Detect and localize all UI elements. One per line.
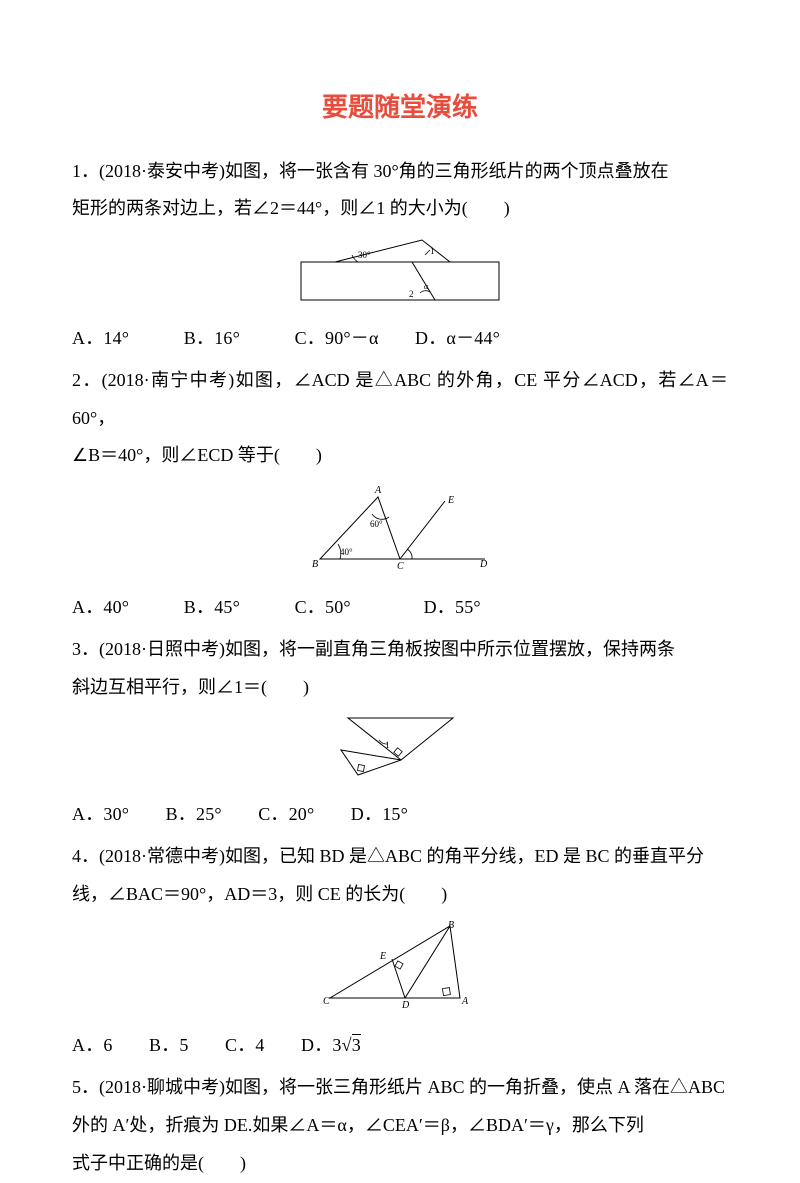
svg-text:C: C bbox=[323, 996, 330, 1007]
problem-5: 5．(2018·聊城中考)如图，将一张三角形纸片 ABC 的一角折叠，使点 A … bbox=[72, 1069, 728, 1182]
problem-4-options: A．6 B．5 C．4 D．3√3 bbox=[72, 1027, 728, 1065]
svg-text:1: 1 bbox=[385, 740, 390, 750]
p3-num: 3 bbox=[72, 639, 81, 659]
problem-5-text: 5．(2018·聊城中考)如图，将一张三角形纸片 ABC 的一角折叠，使点 A … bbox=[72, 1069, 728, 1107]
svg-text:E: E bbox=[447, 495, 454, 506]
svg-text:A: A bbox=[374, 485, 382, 496]
problem-2-diagram: A B C D E 60° 40° bbox=[300, 479, 500, 585]
p1-num: 1 bbox=[72, 161, 81, 181]
p3-t1: 如图，将一副直角三角板按图中所示位置摆放，保持两条 bbox=[225, 639, 675, 659]
problem-1-text: 1．(2018·泰安中考)如图，将一张含有 30°角的三角形纸片的两个顶点叠放在 bbox=[72, 153, 728, 191]
problem-2: 2．(2018·南宁中考)如图，∠ACD 是△ABC 的外角，CE 平分∠ACD… bbox=[72, 362, 728, 627]
svg-text:B: B bbox=[448, 920, 454, 931]
problem-3-diagram: 1 bbox=[333, 710, 468, 792]
svg-text:B: B bbox=[312, 559, 318, 570]
p2-num: 2 bbox=[72, 370, 81, 390]
p5-num: 5 bbox=[72, 1077, 81, 1097]
p1-t1: 如图，将一张含有 30°角的三角形纸片的两个顶点叠放在 bbox=[225, 161, 669, 181]
p3-source: (2018·日照中考) bbox=[99, 639, 225, 659]
problem-3-options: A．30° B．25° C．20° D．15° bbox=[72, 796, 728, 834]
svg-text:D: D bbox=[401, 1000, 410, 1010]
problem-1: 1．(2018·泰安中考)如图，将一张含有 30°角的三角形纸片的两个顶点叠放在… bbox=[72, 153, 728, 358]
problem-4-text2: 线，∠BAC＝90°，AD＝3，则 CE 的长为( ) bbox=[72, 876, 728, 914]
p2-source: (2018·南宁中考) bbox=[102, 370, 235, 390]
p5-t1: 如图，将一张三角形纸片 ABC 的一角折叠，使点 A 落在△ABC bbox=[225, 1077, 725, 1097]
svg-text:E: E bbox=[379, 951, 386, 962]
svg-text:1: 1 bbox=[430, 246, 435, 256]
p4-num: 4 bbox=[72, 846, 81, 866]
svg-text:D: D bbox=[479, 559, 488, 570]
problem-1-options: A．14° B．16° C．90°－α D．α－44° bbox=[72, 320, 728, 358]
p4-source: (2018·常德中考) bbox=[99, 846, 225, 866]
problem-5-text3: 式子中正确的是( ) bbox=[72, 1145, 728, 1183]
svg-text:30°: 30° bbox=[358, 250, 371, 260]
svg-text:2: 2 bbox=[409, 289, 414, 299]
p1-source: (2018·泰安中考) bbox=[99, 161, 225, 181]
p5-source: (2018·聊城中考) bbox=[99, 1077, 225, 1097]
problem-5-text2: 外的 A′处，折痕为 DE.如果∠A＝α，∠CEA′＝β，∠BDA′＝γ，那么下… bbox=[72, 1107, 728, 1145]
svg-text:60°: 60° bbox=[370, 519, 383, 529]
problem-2-text2: ∠B＝40°，则∠ECD 等于( ) bbox=[72, 437, 728, 475]
problem-3: 3．(2018·日照中考)如图，将一副直角三角板按图中所示位置摆放，保持两条 斜… bbox=[72, 631, 728, 834]
problem-2-options: A．40° B．45° C．50° D．55° bbox=[72, 589, 728, 627]
svg-text:A: A bbox=[461, 996, 469, 1007]
p4-t1: 如图，已知 BD 是△ABC 的角平分线，ED 是 BC 的垂直平分 bbox=[225, 846, 704, 866]
problem-4-diagram: B C A D E bbox=[320, 918, 480, 1024]
problem-2-text: 2．(2018·南宁中考)如图，∠ACD 是△ABC 的外角，CE 平分∠ACD… bbox=[72, 362, 728, 438]
problem-1-diagram: 30° 1 2 α bbox=[300, 232, 500, 316]
svg-text:C: C bbox=[397, 561, 404, 571]
problem-4-text: 4．(2018·常德中考)如图，已知 BD 是△ABC 的角平分线，ED 是 B… bbox=[72, 838, 728, 876]
problem-3-text2: 斜边互相平行，则∠1＝( ) bbox=[72, 669, 728, 707]
page-title: 要题随堂演练 bbox=[72, 80, 728, 135]
svg-text:40°: 40° bbox=[340, 547, 353, 557]
problem-4: 4．(2018·常德中考)如图，已知 BD 是△ABC 的角平分线，ED 是 B… bbox=[72, 838, 728, 1065]
problem-1-text2: 矩形的两条对边上，若∠2＝44°，则∠1 的大小为( ) bbox=[72, 190, 728, 228]
problem-3-text: 3．(2018·日照中考)如图，将一副直角三角板按图中所示位置摆放，保持两条 bbox=[72, 631, 728, 669]
